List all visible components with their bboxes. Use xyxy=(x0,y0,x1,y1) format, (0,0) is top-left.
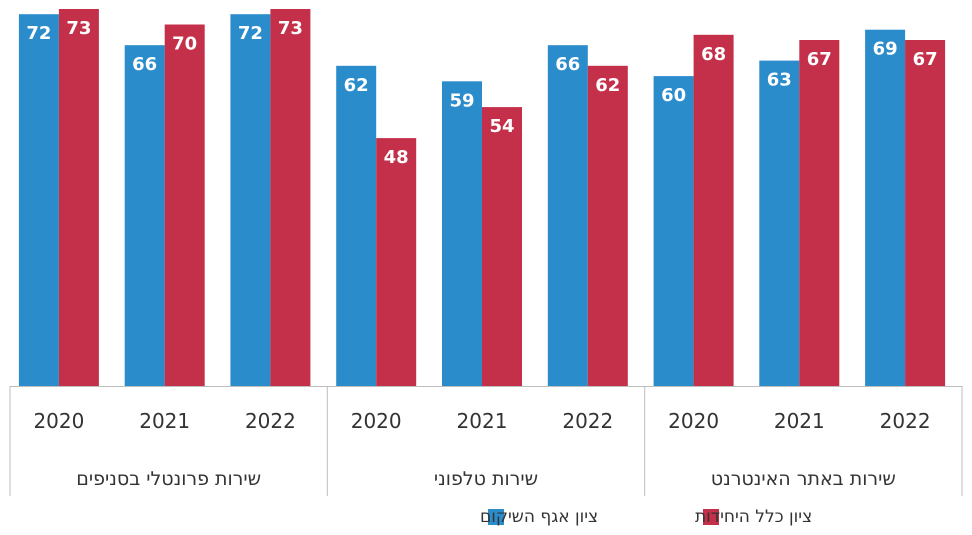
bar-label-red-0: 67 xyxy=(913,49,938,70)
bar-red-2 xyxy=(693,34,734,387)
bar-red-4 xyxy=(482,107,522,386)
bar-label-blue-7: 66 xyxy=(132,54,157,75)
bar-label-blue-5: 62 xyxy=(344,75,369,96)
bar-label-blue-1: 63 xyxy=(767,70,792,91)
bar-red-0 xyxy=(905,40,946,386)
bar-label-blue-3: 66 xyxy=(555,54,580,75)
bar-blue-2 xyxy=(653,76,694,386)
group-label-1: שירות טלפוני xyxy=(434,468,538,490)
bar-blue-6 xyxy=(230,14,271,386)
year-label-6: 2022 xyxy=(245,409,296,433)
bar-blue-7 xyxy=(124,45,165,386)
bar-red-1 xyxy=(799,40,840,386)
bar-blue-0 xyxy=(865,29,906,386)
bar-blue-1 xyxy=(759,60,800,386)
year-label-5: 2020 xyxy=(351,409,402,433)
bar-red-7 xyxy=(164,24,205,386)
bar-label-red-7: 70 xyxy=(172,34,197,55)
bar-red-6 xyxy=(270,9,311,386)
bar-label-blue-0: 69 xyxy=(873,39,898,60)
legend-label-blue: ציון אגף השיקום xyxy=(480,507,598,527)
bar-label-red-2: 68 xyxy=(701,44,726,65)
bar-blue-4 xyxy=(442,81,482,387)
group-label-0: שירות באתר האינטרנט xyxy=(711,468,896,490)
bar-label-red-4: 54 xyxy=(489,116,514,137)
legend-swatch-blue xyxy=(488,509,504,525)
year-label-3: 2022 xyxy=(562,409,613,433)
bar-label-blue-6: 72 xyxy=(238,23,263,44)
bar-red-3 xyxy=(587,65,628,387)
bar-label-red-6: 73 xyxy=(278,18,303,39)
legend-swatch-red xyxy=(703,509,719,525)
legend-label-red: ציון כלל היחידות xyxy=(695,507,812,527)
bar-label-blue-4: 59 xyxy=(449,90,474,111)
year-label-1: 2021 xyxy=(774,409,825,433)
bar-blue-3 xyxy=(547,45,588,386)
bar-blue-8 xyxy=(18,14,59,386)
year-label-8: 2020 xyxy=(33,409,84,433)
bar-red-8 xyxy=(58,9,99,386)
bar-label-red-5: 48 xyxy=(384,147,409,168)
year-label-7: 2021 xyxy=(139,409,190,433)
bar-label-red-1: 67 xyxy=(807,49,832,70)
legend: ציון כלל היחידות ציון אגף השיקום xyxy=(480,507,812,527)
bar-label-red-3: 62 xyxy=(595,75,620,96)
year-label-2: 2020 xyxy=(668,409,719,433)
group-label-2: שירות פרונטלי בסניפים xyxy=(76,468,261,490)
year-label-0: 2022 xyxy=(880,409,931,433)
bar-label-blue-8: 72 xyxy=(26,23,51,44)
bar-label-blue-2: 60 xyxy=(661,85,686,106)
year-label-4: 2021 xyxy=(457,409,508,433)
bar-red-5 xyxy=(376,138,417,386)
axis-layer: 2022 2021 2020 2022 2021 2020 2022 2021 2020 שירו… xyxy=(9,386,963,496)
bar-label-red-8: 73 xyxy=(66,18,91,39)
bars-layer: 69 67 63 67 60 68 66 62 59 54 62 48 72 73 66 70 72 73 xyxy=(18,9,946,387)
bar-blue-5 xyxy=(336,65,377,387)
